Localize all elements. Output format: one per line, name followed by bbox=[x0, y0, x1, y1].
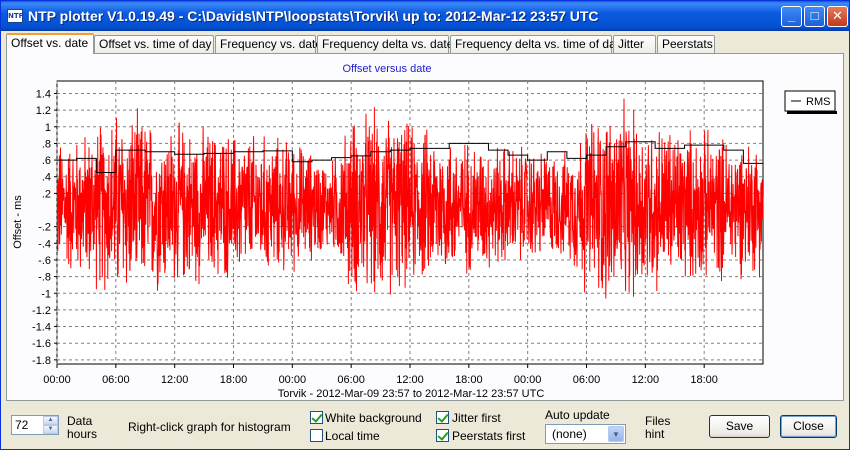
y-tick-label: 1.2 bbox=[36, 105, 51, 117]
x-tick-label: 00:00 bbox=[43, 374, 71, 386]
peerstats-first-checkbox[interactable] bbox=[436, 429, 449, 442]
x-tick-label: 00:00 bbox=[514, 374, 542, 386]
jitter-first-checkbox[interactable] bbox=[436, 411, 449, 424]
legend-rms-label: RMS bbox=[806, 96, 830, 108]
x-tick-label: 18:00 bbox=[455, 374, 483, 386]
y-tick-label: -.4 bbox=[38, 238, 51, 250]
x-tick-label: 00:00 bbox=[279, 374, 307, 386]
y-tick-label: .8 bbox=[42, 138, 51, 150]
legend: RMS bbox=[784, 90, 837, 114]
tab-jitter[interactable]: Jitter bbox=[613, 35, 656, 53]
data-hours-label-1: Data bbox=[67, 414, 93, 428]
maximize-button[interactable]: □ bbox=[804, 6, 825, 27]
x-tick-label: 12:00 bbox=[161, 374, 189, 386]
tab-peerstats[interactable]: Peerstats bbox=[657, 35, 715, 53]
chart-title: Offset versus date bbox=[342, 63, 431, 75]
files-hint-label-1: Files bbox=[645, 414, 671, 428]
stepper-down-icon[interactable]: ▼ bbox=[43, 425, 58, 434]
chevron-down-icon[interactable]: ▼ bbox=[608, 426, 624, 442]
legend-shadow bbox=[787, 111, 837, 114]
data-hours-label-2: hours bbox=[67, 427, 98, 441]
x-axis-label: Torvik - 2012-Mar-09 23:57 to 2012-Mar-1… bbox=[278, 388, 545, 400]
jitter-first-label[interactable]: Jitter first bbox=[452, 411, 501, 425]
rms-series-line bbox=[57, 141, 763, 174]
x-tick-labels: 00:00 06:00 12:00 18:00 00:00 06:00 12:00 18:00… bbox=[43, 364, 718, 386]
y-tick-label: .6 bbox=[42, 155, 51, 167]
data-series bbox=[56, 98, 764, 299]
close-button[interactable]: Close bbox=[780, 415, 837, 438]
white-background-label[interactable]: White background bbox=[325, 411, 422, 425]
x-tick-label: 06:00 bbox=[573, 374, 601, 386]
auto-update-value[interactable]: (none) bbox=[552, 427, 587, 441]
tab-offset-vs-time-of-day[interactable]: Offset vs. time of day bbox=[94, 35, 214, 53]
peerstats-first-label[interactable]: Peerstats first bbox=[452, 429, 526, 443]
close-window-button[interactable]: ✕ bbox=[827, 6, 848, 27]
y-tick-label: 1.4 bbox=[36, 88, 51, 100]
local-time-checkbox[interactable] bbox=[310, 429, 323, 442]
auto-update-select[interactable]: (none) ▼ bbox=[545, 424, 626, 444]
local-time-label[interactable]: Local time bbox=[325, 429, 380, 443]
title-bar[interactable]: NTP NTP plotter V1.0.19.49 - C:\Davids\N… bbox=[1, 1, 849, 31]
tab-frequency-delta-vs-date[interactable]: Frequency delta vs. date bbox=[317, 35, 453, 53]
ntp-app-icon: NTP bbox=[7, 9, 24, 23]
stepper-up-icon[interactable]: ▲ bbox=[43, 416, 58, 425]
save-button[interactable]: Save bbox=[709, 415, 770, 438]
x-tick-label: 12:00 bbox=[396, 374, 424, 386]
y-tick-label: .4 bbox=[42, 172, 51, 184]
tab-frequency-delta-vs-time-of-day[interactable]: Frequency delta vs. time of day bbox=[450, 35, 622, 53]
y-tick-label: -1.8 bbox=[32, 355, 51, 367]
data-hours-stepper[interactable]: 72 ▲ ▼ bbox=[11, 415, 59, 435]
x-tick-label: 18:00 bbox=[690, 374, 718, 386]
y-tick-label: 1 bbox=[45, 122, 51, 134]
y-tick-label: -.8 bbox=[38, 272, 51, 284]
x-tick-label: 12:00 bbox=[632, 374, 660, 386]
y-tick-label: -1.4 bbox=[32, 322, 51, 334]
data-hours-value[interactable]: 72 bbox=[15, 418, 29, 432]
offset-series-line bbox=[56, 98, 764, 299]
tab-offset-vs-date[interactable]: Offset vs. date bbox=[6, 33, 94, 54]
stepper-buttons: ▲ ▼ bbox=[43, 416, 58, 434]
window-title: NTP plotter V1.0.19.49 - C:\Davids\NTP\l… bbox=[28, 8, 599, 24]
y-tick-labels: 1.4 1.2 1 .8 .6 .4 .2 -.2 -.4 -.6 -.8 -1 -1.2 -1.4 -1.… bbox=[32, 88, 57, 367]
histogram-hint: Right-click graph for histogram bbox=[128, 420, 291, 434]
files-hint-label-2: hint bbox=[645, 427, 665, 441]
x-tick-label: 18:00 bbox=[220, 374, 248, 386]
y-tick-label: -.6 bbox=[38, 255, 51, 267]
auto-update-label: Auto update bbox=[545, 408, 610, 422]
offset-chart[interactable]: 1.4 1.2 1 .8 .6 .4 .2 -.2 -.4 -.6 -.8 -1 -1.2 -1.4 -1.… bbox=[1, 1, 850, 411]
y-tick-label: -.2 bbox=[38, 222, 51, 234]
y-tick-label: -1.6 bbox=[32, 338, 51, 350]
minimize-button[interactable]: _ bbox=[781, 6, 802, 27]
x-tick-label: 06:00 bbox=[102, 374, 130, 386]
y-axis-label: Offset - ms bbox=[12, 195, 24, 249]
x-tick-label: 06:00 bbox=[337, 374, 365, 386]
y-tick-label: -1 bbox=[41, 288, 51, 300]
white-background-checkbox[interactable] bbox=[310, 411, 323, 424]
y-tick-label: .2 bbox=[42, 188, 51, 200]
y-tick-label: -1.2 bbox=[32, 305, 51, 317]
tab-frequency-vs-date[interactable]: Frequency vs. date bbox=[215, 35, 322, 53]
